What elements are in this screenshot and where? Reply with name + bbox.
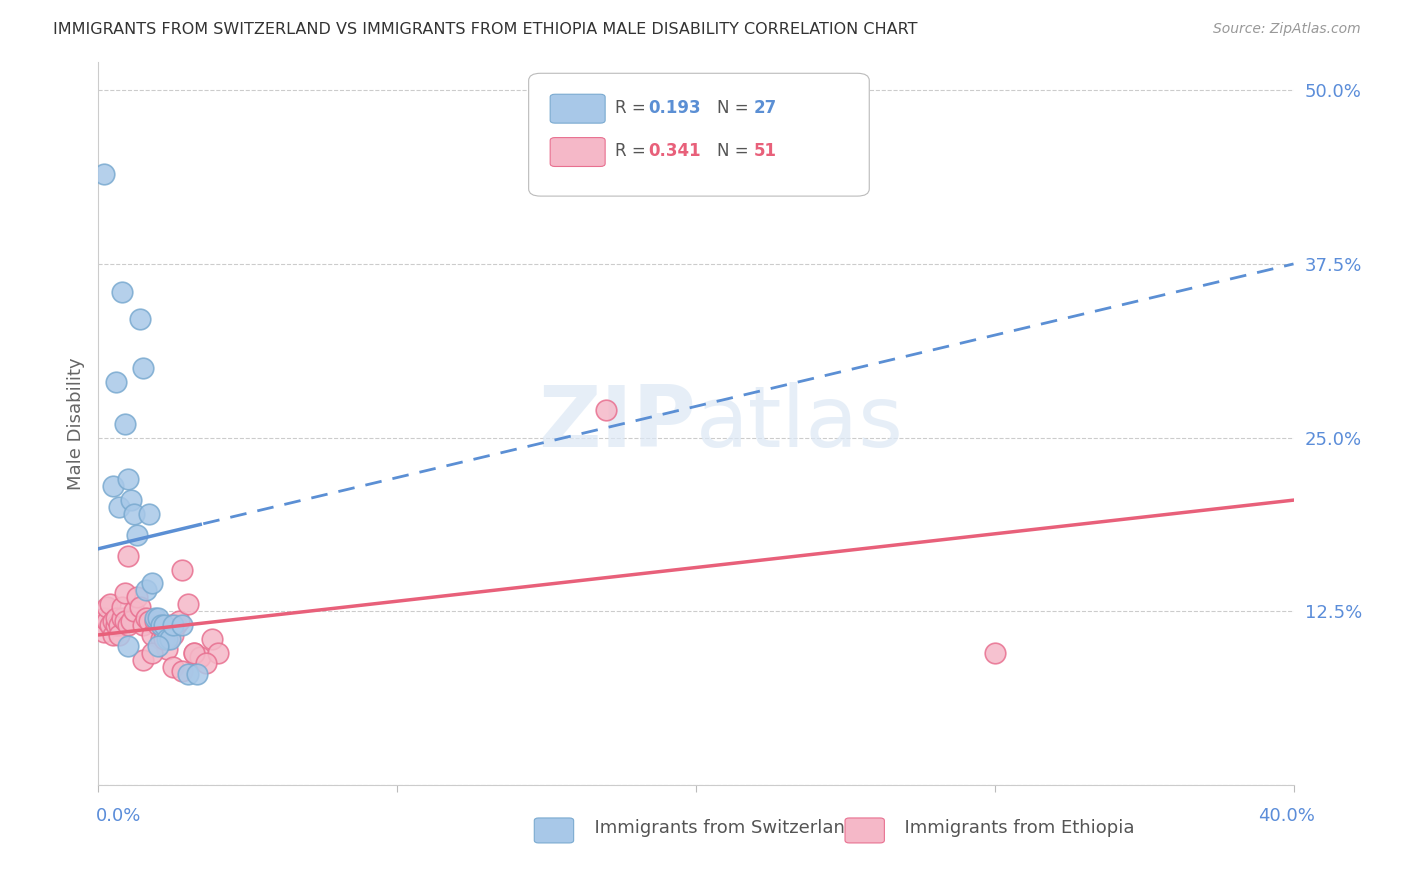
Point	[108, 628, 131, 642]
Point	[150, 618, 173, 632]
Point	[124, 604, 146, 618]
Point	[172, 664, 194, 678]
Text: R =: R =	[614, 143, 651, 161]
Point	[114, 417, 136, 431]
Point	[156, 641, 179, 656]
Point	[103, 628, 125, 642]
Text: ZIP: ZIP	[538, 382, 696, 466]
Point	[105, 611, 128, 625]
Point	[148, 611, 170, 625]
Text: 27: 27	[754, 99, 776, 117]
Point	[984, 646, 1007, 660]
Point	[132, 653, 155, 667]
Point	[153, 618, 176, 632]
Point	[96, 600, 118, 615]
Point	[117, 639, 139, 653]
Point	[103, 614, 125, 628]
Point	[117, 472, 139, 486]
Point	[111, 611, 134, 625]
Point	[183, 646, 205, 660]
Point	[177, 666, 200, 681]
Point	[124, 507, 146, 521]
Point	[135, 611, 157, 625]
Point	[93, 167, 115, 181]
Point	[98, 598, 122, 612]
Point	[141, 646, 163, 660]
Point	[201, 632, 224, 646]
Point	[141, 576, 163, 591]
Point	[127, 528, 149, 542]
Point	[132, 618, 155, 632]
FancyBboxPatch shape	[550, 95, 605, 123]
Point	[195, 656, 218, 670]
Point	[117, 549, 139, 563]
Point	[90, 618, 112, 632]
Point	[143, 611, 166, 625]
Text: 0.341: 0.341	[648, 143, 700, 161]
Point	[141, 628, 163, 642]
Point	[162, 628, 184, 642]
Text: atlas: atlas	[696, 382, 904, 466]
Point	[156, 632, 179, 646]
Point	[595, 402, 617, 417]
Text: 0.0%: 0.0%	[96, 807, 141, 825]
FancyBboxPatch shape	[529, 73, 869, 196]
Point	[148, 639, 170, 653]
Point	[186, 666, 208, 681]
Point	[177, 598, 200, 612]
Point	[98, 618, 122, 632]
Text: Immigrants from Switzerland: Immigrants from Switzerland	[583, 819, 856, 837]
Point	[172, 563, 194, 577]
Point	[148, 618, 170, 632]
Point	[207, 646, 229, 660]
Point	[96, 614, 118, 628]
Point	[183, 646, 205, 660]
Point	[162, 618, 184, 632]
Point	[111, 285, 134, 299]
Point	[108, 618, 131, 632]
Point	[138, 507, 160, 521]
Point	[150, 632, 173, 646]
Point	[153, 625, 176, 640]
Point	[172, 618, 194, 632]
Text: Immigrants from Ethiopia: Immigrants from Ethiopia	[893, 819, 1135, 837]
Text: N =: N =	[717, 143, 755, 161]
Point	[167, 614, 190, 628]
Point	[159, 632, 181, 646]
Point	[127, 591, 149, 605]
Point	[162, 660, 184, 674]
Point	[105, 618, 128, 632]
Point	[103, 479, 125, 493]
Point	[165, 618, 187, 632]
Point	[159, 618, 181, 632]
Point	[120, 493, 142, 508]
Text: Source: ZipAtlas.com: Source: ZipAtlas.com	[1213, 22, 1361, 37]
Point	[143, 614, 166, 628]
Text: IMMIGRANTS FROM SWITZERLAND VS IMMIGRANTS FROM ETHIOPIA MALE DISABILITY CORRELAT: IMMIGRANTS FROM SWITZERLAND VS IMMIGRANT…	[53, 22, 918, 37]
Point	[114, 614, 136, 628]
Text: R =: R =	[614, 99, 651, 117]
Point	[93, 625, 115, 640]
Point	[105, 375, 128, 389]
Point	[93, 611, 115, 625]
Point	[114, 586, 136, 600]
Text: 40.0%: 40.0%	[1258, 807, 1315, 825]
Point	[129, 600, 152, 615]
Y-axis label: Male Disability: Male Disability	[66, 358, 84, 490]
Point	[129, 312, 152, 326]
Text: 0.193: 0.193	[648, 99, 700, 117]
Point	[132, 361, 155, 376]
Point	[153, 632, 176, 646]
Point	[117, 618, 139, 632]
Point	[138, 614, 160, 628]
Point	[111, 600, 134, 615]
Point	[108, 500, 131, 514]
Point	[188, 650, 211, 665]
Point	[120, 614, 142, 628]
Text: 51: 51	[754, 143, 776, 161]
Text: N =: N =	[717, 99, 755, 117]
FancyBboxPatch shape	[550, 137, 605, 167]
Point	[135, 583, 157, 598]
